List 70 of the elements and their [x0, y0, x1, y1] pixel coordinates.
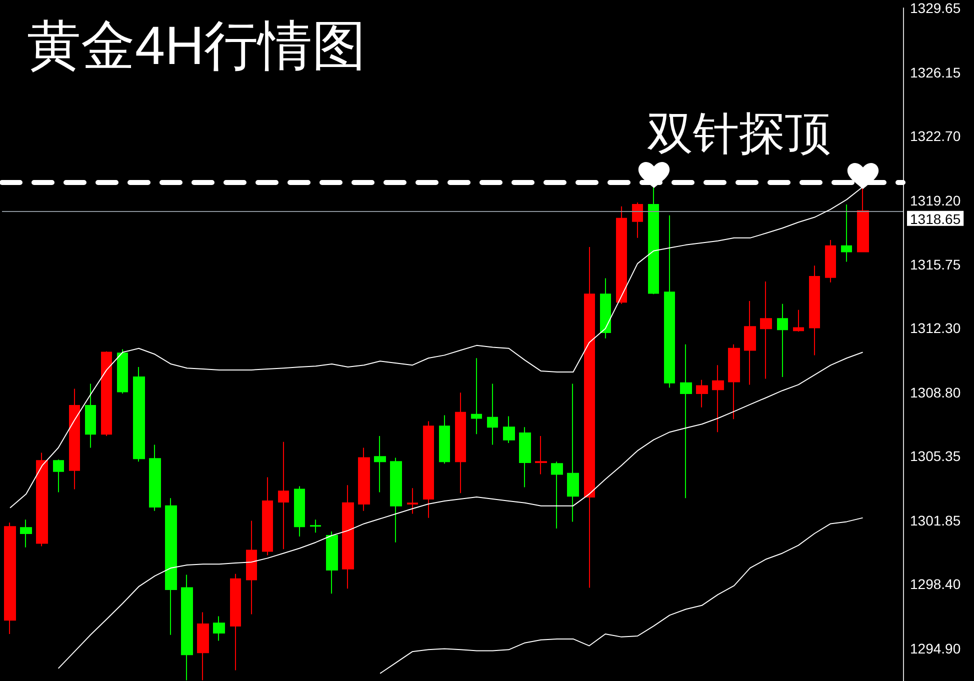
candlestick — [374, 435, 386, 493]
candlestick — [487, 383, 498, 446]
candlestick — [616, 206, 627, 304]
candlestick — [825, 239, 836, 283]
candlestick — [278, 441, 289, 550]
line-series — [380, 517, 864, 674]
candlestick — [53, 459, 64, 493]
candlestick — [197, 612, 209, 681]
candlestick — [133, 366, 145, 462]
candlestick — [117, 348, 128, 394]
candlestick — [20, 519, 32, 548]
candlestick — [519, 426, 531, 488]
y-tick-label: 1308.80 — [910, 384, 961, 400]
candlestick — [439, 414, 450, 464]
candlestick — [181, 574, 193, 681]
candlestick — [793, 309, 804, 332]
candlestick — [632, 202, 643, 238]
ref-line-label: 1318.65 — [910, 210, 961, 227]
candlestick — [246, 520, 257, 615]
candlestick — [744, 300, 756, 386]
candlestick — [101, 350, 112, 436]
candlestick — [503, 416, 515, 444]
candlestick — [230, 573, 241, 671]
candlestick — [760, 280, 772, 380]
candlestick — [423, 420, 434, 518]
candlestick — [680, 344, 692, 499]
candlestick — [342, 484, 354, 590]
candlestick — [358, 447, 370, 512]
candlestick — [535, 435, 547, 475]
candlestick — [407, 488, 418, 514]
candlestick — [664, 214, 675, 388]
candlestick — [4, 522, 16, 634]
candlestick — [69, 388, 80, 490]
y-tick-label: 1305.35 — [910, 448, 961, 464]
candlestick — [165, 498, 177, 636]
y-tick-label: 1319.20 — [910, 192, 961, 209]
candlestick — [310, 519, 321, 534]
y-tick-label: 1329.65 — [910, 0, 961, 16]
candlestick — [213, 616, 225, 642]
candlestick — [567, 383, 579, 522]
candlestick — [600, 278, 611, 339]
chart-title: 黄金4H行情图 — [27, 16, 366, 76]
ref-line-label: 双针探顶 — [647, 107, 831, 160]
candlestick — [648, 185, 659, 295]
y-tick-label: 1294.90 — [910, 640, 961, 657]
candlestick — [777, 303, 788, 378]
y-tick-label: 1326.15 — [910, 64, 961, 81]
candlestick — [841, 204, 852, 262]
y-tick-label: 1301.85 — [910, 512, 961, 529]
candlestick — [857, 186, 869, 252]
candlestick — [551, 461, 563, 530]
candlestick — [262, 476, 273, 556]
candlestick — [149, 444, 161, 512]
y-tick-label: 1322.70 — [910, 128, 961, 144]
candlestick — [584, 246, 595, 588]
candlestick — [85, 383, 96, 448]
candlestick — [471, 358, 482, 435]
candlestick — [696, 379, 708, 408]
y-tick-label: 1298.40 — [910, 576, 961, 592]
candlestick — [712, 364, 724, 433]
candlestick — [390, 457, 402, 543]
candlestick — [326, 530, 338, 594]
candlestick — [809, 265, 820, 356]
candlestick — [294, 486, 305, 537]
candlestick — [728, 344, 740, 420]
y-tick-label: 1312.30 — [910, 320, 961, 336]
line-series — [58, 352, 864, 669]
candlestick — [455, 392, 466, 494]
candlestick — [36, 452, 48, 547]
y-tick-label: 1315.75 — [910, 256, 961, 272]
